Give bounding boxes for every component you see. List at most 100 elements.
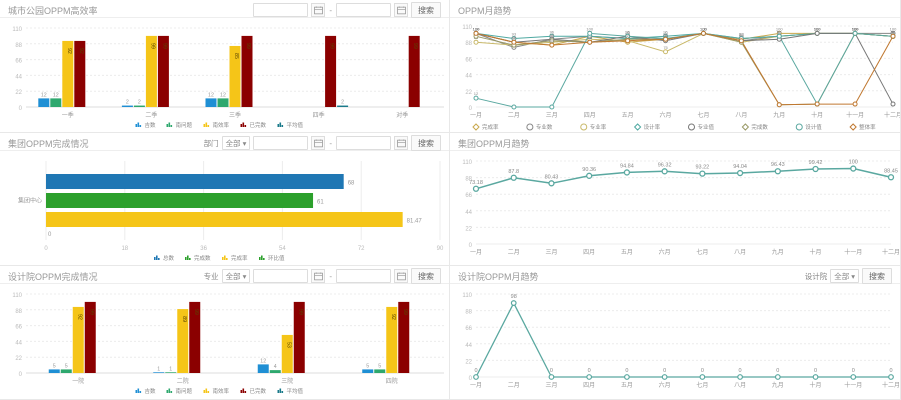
svg-text:十二月: 十二月 <box>882 248 900 256</box>
svg-text:1: 1 <box>169 366 172 372</box>
svg-text:99: 99 <box>329 43 335 49</box>
svg-text:2: 2 <box>341 100 344 106</box>
svg-text:99: 99 <box>402 309 408 315</box>
svg-text:0: 0 <box>776 368 779 374</box>
svg-text:99: 99 <box>245 43 251 49</box>
svg-text:十月: 十月 <box>810 248 822 256</box>
svg-text:十月: 十月 <box>811 111 823 119</box>
svg-text:36: 36 <box>200 246 207 252</box>
svg-text:四院: 四院 <box>386 377 398 385</box>
svg-text:5: 5 <box>378 363 381 369</box>
svg-text:84: 84 <box>550 38 555 43</box>
svg-text:南问题: 南问题 <box>176 387 193 395</box>
svg-text:110: 110 <box>462 293 472 299</box>
svg-text:12: 12 <box>53 92 59 98</box>
svg-text:一月: 一月 <box>470 382 482 389</box>
svg-text:九月: 九月 <box>772 381 784 389</box>
svg-text:5: 5 <box>65 363 68 369</box>
svg-text:88: 88 <box>15 43 22 49</box>
svg-text:100: 100 <box>814 26 821 31</box>
svg-text:12: 12 <box>474 91 479 96</box>
svg-text:12: 12 <box>220 92 226 98</box>
svg-text:0: 0 <box>469 106 473 112</box>
svg-text:66: 66 <box>15 325 22 331</box>
svg-text:完成率: 完成率 <box>231 254 248 262</box>
svg-text:0: 0 <box>889 368 892 374</box>
svg-text:88: 88 <box>512 35 517 40</box>
svg-text:80.43: 80.43 <box>545 174 559 180</box>
svg-text:2: 2 <box>126 100 129 106</box>
svg-text:110: 110 <box>12 27 22 33</box>
svg-text:66: 66 <box>15 59 22 65</box>
svg-text:三院: 三院 <box>281 377 293 385</box>
svg-text:十二月: 十二月 <box>882 381 900 389</box>
svg-text:99: 99 <box>193 309 199 315</box>
svg-text:0: 0 <box>474 368 477 374</box>
svg-text:22: 22 <box>465 90 472 96</box>
svg-text:44: 44 <box>15 74 22 80</box>
svg-text:十月: 十月 <box>810 381 822 389</box>
svg-text:三季: 三季 <box>229 111 241 119</box>
svg-text:八月: 八月 <box>735 112 747 119</box>
svg-text:一月: 一月 <box>470 249 482 256</box>
svg-text:99.42: 99.42 <box>809 160 823 166</box>
svg-text:五月: 五月 <box>621 249 633 256</box>
svg-text:六月: 六月 <box>660 111 672 119</box>
svg-text:0: 0 <box>814 368 817 374</box>
svg-text:66: 66 <box>465 326 472 332</box>
svg-text:99: 99 <box>161 43 167 49</box>
svg-text:0: 0 <box>739 368 742 374</box>
svg-text:1: 1 <box>157 366 160 372</box>
svg-text:22: 22 <box>465 226 472 232</box>
svg-text:四月: 四月 <box>583 249 595 256</box>
svg-text:十二月: 十二月 <box>884 111 901 119</box>
svg-text:90: 90 <box>739 34 744 39</box>
svg-text:87.8: 87.8 <box>508 169 519 175</box>
svg-text:0: 0 <box>550 368 553 374</box>
svg-text:90.36: 90.36 <box>582 167 596 173</box>
svg-text:设计值: 设计值 <box>805 123 822 131</box>
svg-text:十一月: 十一月 <box>844 248 862 256</box>
svg-text:六月: 六月 <box>659 381 671 389</box>
svg-text:0: 0 <box>48 232 52 238</box>
svg-text:96.32: 96.32 <box>658 162 672 168</box>
svg-text:0: 0 <box>701 368 704 374</box>
svg-text:88: 88 <box>15 309 22 315</box>
svg-text:98: 98 <box>511 294 517 300</box>
svg-text:44: 44 <box>465 74 472 80</box>
svg-text:96: 96 <box>777 29 782 34</box>
svg-text:18: 18 <box>121 246 128 252</box>
svg-text:89: 89 <box>181 316 187 322</box>
svg-text:68: 68 <box>348 181 355 187</box>
svg-text:94.04: 94.04 <box>733 164 747 170</box>
svg-text:73.18: 73.18 <box>469 180 483 186</box>
svg-text:吉数: 吉数 <box>145 121 157 129</box>
svg-text:七月: 七月 <box>697 111 709 119</box>
svg-text:5: 5 <box>53 363 56 369</box>
svg-text:二月: 二月 <box>508 382 520 389</box>
svg-text:南效率: 南效率 <box>213 387 230 395</box>
svg-text:44: 44 <box>15 340 22 346</box>
svg-text:92: 92 <box>663 32 668 37</box>
svg-text:九月: 九月 <box>773 111 785 119</box>
svg-text:88: 88 <box>465 41 472 47</box>
svg-text:三月: 三月 <box>546 112 558 119</box>
svg-text:平均值: 平均值 <box>287 387 304 395</box>
svg-text:四月: 四月 <box>584 112 596 119</box>
svg-text:已完数: 已完数 <box>250 387 267 395</box>
svg-text:九月: 九月 <box>772 248 784 256</box>
svg-text:110: 110 <box>12 293 22 299</box>
svg-text:完成数: 完成数 <box>751 123 768 131</box>
svg-text:94.84: 94.84 <box>620 163 634 169</box>
svg-text:二月: 二月 <box>508 249 520 256</box>
svg-text:90: 90 <box>625 34 630 39</box>
svg-text:四季: 四季 <box>313 111 325 119</box>
svg-text:对季: 对季 <box>396 111 408 119</box>
svg-text:72: 72 <box>358 246 365 252</box>
svg-text:54: 54 <box>279 246 286 252</box>
svg-text:92: 92 <box>78 48 84 54</box>
svg-text:六月: 六月 <box>659 248 671 256</box>
svg-text:2: 2 <box>138 100 141 106</box>
svg-text:22: 22 <box>465 359 472 365</box>
svg-text:0: 0 <box>852 368 855 374</box>
